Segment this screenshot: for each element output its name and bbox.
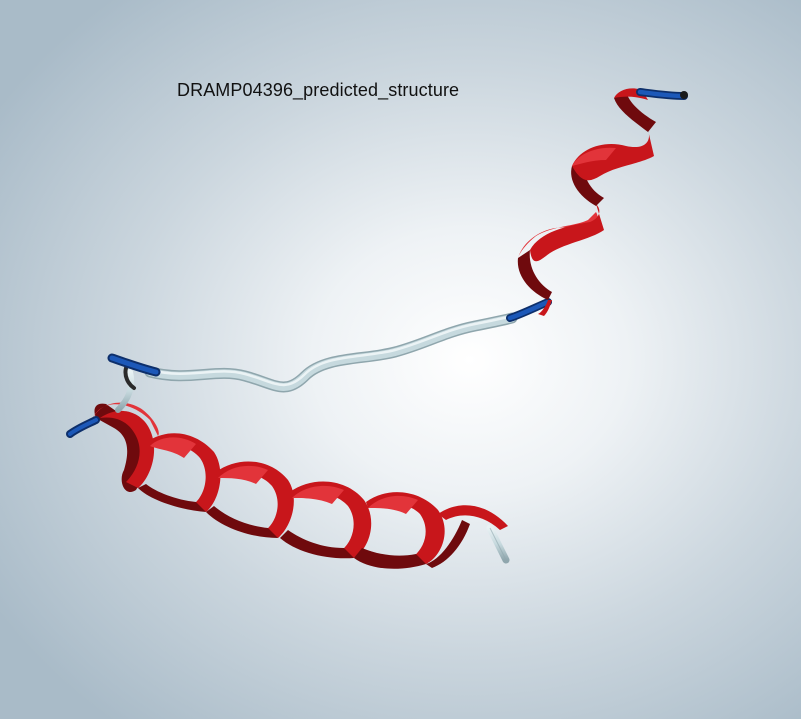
lower-helix xyxy=(92,402,508,569)
c-terminus-end xyxy=(680,91,688,99)
connector-coil xyxy=(115,369,135,413)
upper-helix xyxy=(517,88,656,316)
structure-title: DRAMP04396_predicted_structure xyxy=(177,80,460,100)
loop-coil xyxy=(144,312,518,393)
